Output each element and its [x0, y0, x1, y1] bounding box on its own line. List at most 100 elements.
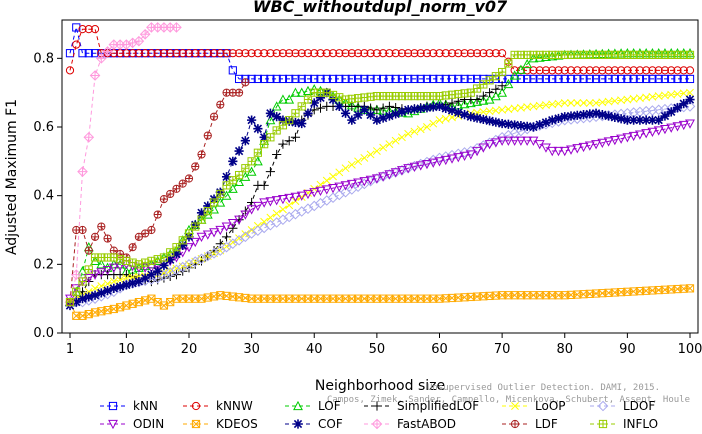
data-point-odin [609, 135, 620, 146]
legend-marker-simplifiedlof [372, 401, 382, 411]
data-point-loop [91, 284, 100, 293]
data-point-loop [347, 160, 356, 169]
data-point-cof [297, 118, 307, 129]
data-point-knnw [322, 49, 331, 58]
legend-label-ldof: LDOF [623, 399, 655, 413]
data-point-inflo [222, 181, 231, 190]
data-point-odin [591, 140, 601, 150]
data-point-odin [622, 133, 633, 143]
data-point-inflo [266, 133, 275, 142]
watermark-line-2: Campos, Zimek, Sander, Campello, Micenko… [327, 395, 690, 405]
data-point-odin [309, 188, 320, 198]
data-point-cof [290, 117, 301, 128]
data-point-cof [591, 108, 601, 118]
data-point-cof [647, 115, 658, 125]
data-point-knnw [153, 49, 162, 58]
data-point-inflo [78, 277, 87, 286]
data-point-fastabod [102, 46, 113, 57]
data-point-odin [340, 181, 351, 191]
data-point-knn [410, 74, 419, 84]
data-point-loop [579, 99, 588, 107]
data-point-inflo [685, 50, 695, 59]
data-point-knnw [429, 49, 438, 58]
data-point-knn [679, 74, 688, 84]
data-point-cof [497, 118, 507, 129]
data-point-odin [503, 136, 514, 146]
data-point-odin [246, 205, 257, 215]
data-point-knnw [485, 49, 494, 58]
data-point-ldf [241, 78, 250, 87]
data-point-simplifiedlof [453, 96, 463, 106]
x-tick-label: 40 [306, 342, 323, 357]
data-point-knnw [617, 66, 626, 75]
data-point-cof [416, 103, 426, 114]
data-point-ldf [134, 232, 143, 241]
data-point-loop [516, 103, 525, 112]
data-point-ldof [308, 200, 320, 212]
data-point-inflo [291, 109, 300, 118]
data-point-knnw [404, 49, 413, 58]
data-point-knnw [385, 49, 394, 58]
data-point-knn [322, 74, 331, 84]
data-point-knn [278, 74, 288, 84]
data-point-knnw [335, 49, 344, 58]
data-point-knn [335, 74, 344, 84]
data-point-knnw [479, 49, 488, 58]
data-point-simplifiedlof [221, 232, 232, 242]
data-point-cof [278, 115, 288, 125]
data-point-lof [478, 95, 489, 105]
x-tick-label: 70 [494, 342, 511, 357]
data-point-loop [617, 96, 626, 105]
data-point-odin [184, 243, 194, 253]
legend-item-knnw: kNNW [183, 399, 253, 413]
data-point-knnw [228, 49, 237, 58]
data-point-odin [584, 141, 595, 151]
series-inflo [65, 50, 695, 307]
data-point-cof [453, 107, 463, 118]
data-point-loop [585, 99, 594, 107]
data-point-cof [610, 112, 620, 122]
data-point-knnw [272, 49, 281, 58]
data-point-fastabod [77, 166, 88, 177]
data-point-simplifiedlof [265, 167, 276, 177]
data-point-knnw [566, 66, 576, 75]
data-point-knn [435, 74, 444, 84]
data-point-cof [503, 119, 513, 129]
data-point-knnw [191, 49, 200, 58]
data-point-cof [359, 105, 369, 115]
data-point-knn [472, 74, 482, 84]
data-point-lof [227, 183, 238, 193]
series-layer [64, 22, 696, 320]
legend-label-inflo: INFLO [623, 417, 658, 431]
data-point-ldf [178, 179, 187, 188]
data-point-cof [629, 115, 639, 125]
data-point-lof [209, 204, 219, 214]
data-point-knn [629, 74, 638, 84]
data-point-knn [560, 74, 569, 84]
data-point-cof [159, 260, 169, 271]
data-point-cof [347, 115, 357, 125]
data-point-knnw [366, 49, 375, 58]
data-point-knnw [247, 49, 256, 58]
data-point-cof [660, 111, 670, 121]
data-point-cof [71, 297, 81, 307]
data-point-inflo [335, 93, 344, 102]
legend-label-fastabod: FastABOD [397, 417, 456, 431]
data-point-knnw [253, 49, 262, 58]
data-point-cof [309, 98, 319, 108]
data-point-cof [466, 112, 476, 122]
data-point-inflo [491, 72, 500, 81]
data-point-odin [409, 162, 420, 172]
data-point-knnw [629, 66, 638, 75]
data-point-loop [448, 113, 456, 122]
data-point-knn [642, 74, 651, 84]
data-point-ldf [197, 150, 206, 159]
data-point-knn [391, 74, 400, 84]
data-point-inflo [184, 229, 194, 238]
data-point-knn [303, 74, 313, 84]
data-point-knnw [78, 25, 87, 34]
data-point-odin [553, 146, 564, 157]
data-point-simplifiedlof [259, 180, 269, 190]
data-point-knnw [347, 49, 356, 58]
data-point-ldof [283, 211, 295, 223]
